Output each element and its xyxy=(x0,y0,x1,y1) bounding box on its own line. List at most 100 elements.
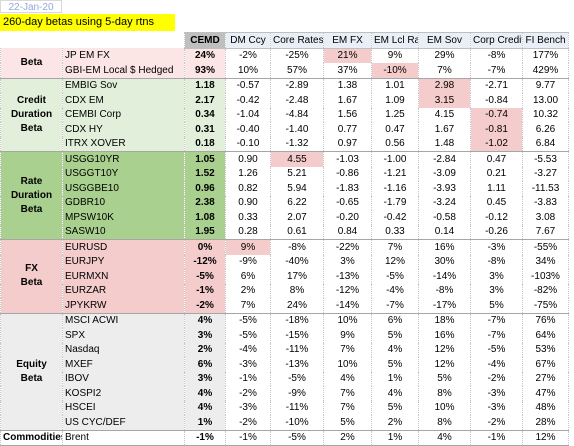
table-row: USGGBE10 0.96 0.82 5.94 -1.83 -1.16 -3.93 1.11-… xyxy=(1,181,569,196)
row-name: MSCI ACWI xyxy=(62,313,185,328)
cell: -14% xyxy=(323,298,372,314)
cell: 6.22 xyxy=(270,195,324,210)
cell: -13% xyxy=(323,269,372,284)
column-header: EM Sov xyxy=(418,32,471,49)
cell: -8% xyxy=(270,239,324,255)
cell: 2.07 xyxy=(270,210,324,225)
cell: -4.84 xyxy=(270,107,324,122)
cell: 29% xyxy=(418,48,471,63)
row-name: IBOV xyxy=(62,371,185,386)
cell: -1.21 xyxy=(371,166,419,181)
row-name: EURUSD xyxy=(62,239,185,255)
cell: -7% xyxy=(470,63,523,79)
cell: -1% xyxy=(184,283,226,298)
cell: 7% xyxy=(323,386,372,401)
row-name: US CYC/DEF xyxy=(62,415,185,431)
cell: 18% xyxy=(418,313,471,328)
table-row: EURJPY -12% -9% -40% 3% 12% 30% -8% 34% xyxy=(1,254,569,269)
cell: 47% xyxy=(522,386,569,401)
cell: -13% xyxy=(270,357,324,372)
group-label: FX Beta xyxy=(0,239,63,314)
cell: 4% xyxy=(418,430,471,446)
cell: 3% xyxy=(470,269,523,284)
blank xyxy=(0,32,63,48)
cell: -12% xyxy=(184,254,226,269)
group-label: Rate Duration Beta xyxy=(0,151,63,240)
cell: 1.18 xyxy=(184,78,226,93)
cell: 0.96 xyxy=(184,181,226,196)
cell: 0.90 xyxy=(225,151,271,167)
cell: 9% xyxy=(225,239,271,255)
cell: 2% xyxy=(371,415,419,431)
cell: -2% xyxy=(470,371,523,386)
row-name: SASW10 xyxy=(62,224,185,240)
cell: 13.00 xyxy=(522,93,569,108)
cell: 3% xyxy=(184,371,226,386)
cell: 429% xyxy=(522,63,569,79)
cell: 5% xyxy=(470,298,523,314)
row-name: GBI-EM Local $ Hedged xyxy=(62,63,185,79)
cell: -4% xyxy=(225,342,271,357)
cell: -5.53 xyxy=(522,151,569,167)
cell: 0.47 xyxy=(371,122,419,137)
date: 22-Jan-20 xyxy=(0,0,62,13)
cell: 0.14 xyxy=(418,224,471,240)
cell: -0.65 xyxy=(323,195,372,210)
cell: -2% xyxy=(225,415,271,431)
cell: -5% xyxy=(184,269,226,284)
cell: 3% xyxy=(470,283,523,298)
cell: 6.26 xyxy=(522,122,569,137)
cell: -7% xyxy=(371,298,419,314)
row-name: USGGT10Y xyxy=(62,166,185,181)
cell: 177% xyxy=(522,48,569,63)
cell: 0.84 xyxy=(323,224,372,240)
cell: -1% xyxy=(470,430,523,446)
cell: 1.25 xyxy=(371,107,419,122)
cell: -10% xyxy=(371,63,419,79)
table-row: Commodities Brent -1% -1% -5% 2% 1% 4% -1% 12% xyxy=(0,430,569,446)
table-row: JPYKRW -2% 7% 24% -14% -7% -17% 5% -75% xyxy=(1,298,569,314)
cell: 6% xyxy=(371,313,419,328)
row-name: EMBIG Sov xyxy=(62,78,185,93)
cell: 1.38 xyxy=(323,78,372,93)
table-row: Rate Duration Beta USGG10YR 1.05 0.90 4.55 -1… xyxy=(0,151,569,240)
cell: -5% xyxy=(470,342,523,357)
cell: 0.45 xyxy=(470,195,523,210)
cell: -3% xyxy=(470,239,523,255)
cell: -1.02 xyxy=(470,136,523,152)
cell: 4% xyxy=(184,386,226,401)
cell: -11% xyxy=(270,400,324,415)
cell: 5% xyxy=(323,415,372,431)
table-row: CEMBI Corp 0.34 -1.04 -4.84 1.56 1.25 4.15 -0.7… xyxy=(1,107,569,122)
title-banner: 260-day betas using 5-day rtns xyxy=(0,14,175,31)
cell: 3.15 xyxy=(418,93,471,108)
table-row: MPSW10K 1.08 0.33 2.07 -0.20 -0.42 -0.58 -0.12 3… xyxy=(1,210,569,225)
cell: -1% xyxy=(225,430,271,446)
row-name: CDX HY xyxy=(62,122,185,137)
cell: 2.17 xyxy=(184,93,226,108)
cell: -2.48 xyxy=(270,93,324,108)
cell: -11% xyxy=(270,342,324,357)
cell: 0.33 xyxy=(371,224,419,240)
row-name: EURJPY xyxy=(62,254,185,269)
cell: 5% xyxy=(418,371,471,386)
cell: 34% xyxy=(522,254,569,269)
cell: -40% xyxy=(270,254,324,269)
cell: -5% xyxy=(225,313,271,328)
cell: 28% xyxy=(522,415,569,431)
table-row: KOSPI2 4% -2% -9% 7% 4% 8% -3% 47% xyxy=(1,386,569,401)
cell: 0% xyxy=(184,239,226,255)
row-name: CDX EM xyxy=(62,93,185,108)
cell: -2% xyxy=(225,386,271,401)
cell: -9% xyxy=(225,254,271,269)
cell: -3.27 xyxy=(522,166,569,181)
cell: 10.32 xyxy=(522,107,569,122)
cell: -0.57 xyxy=(225,78,271,93)
column-header: DM Ccy xyxy=(225,32,271,49)
cell: 0.47 xyxy=(470,151,523,167)
cell: 1.48 xyxy=(418,136,471,152)
cell: -7% xyxy=(470,313,523,328)
cell: 4% xyxy=(371,386,419,401)
